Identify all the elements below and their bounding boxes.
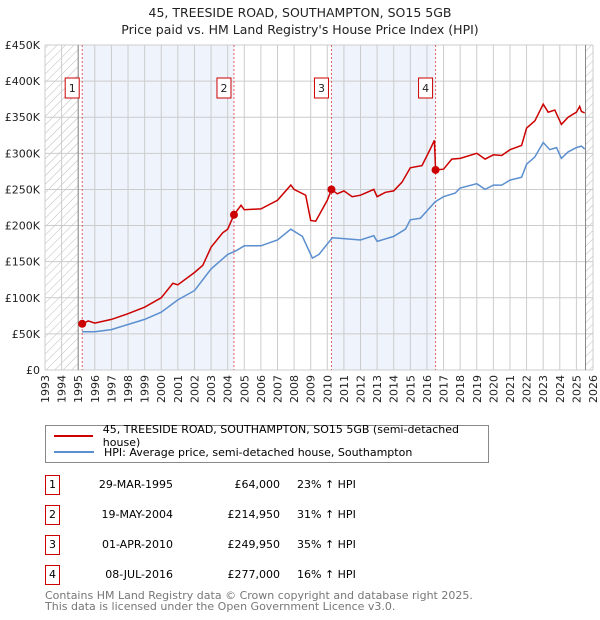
legend-item-property: 45, TREESIDE ROAD, SOUTHAMPTON, SO15 5GB… [54, 423, 488, 449]
marker-badge [216, 77, 232, 99]
x-tick-label: 2017 [438, 375, 451, 403]
x-tick-label: 2006 [255, 375, 268, 403]
x-tick-label: 2011 [338, 375, 351, 403]
sale-point [229, 210, 238, 219]
transaction-price: £277,000 [227, 568, 281, 581]
y-tick-label: £200K [5, 220, 41, 233]
legend-label: HPI: Average price, semi-detached house,… [104, 445, 413, 459]
transaction-hpi-change: 16% ↑ HPI [297, 568, 356, 581]
x-tick-label: 2025 [570, 375, 583, 403]
x-tick-label: 2010 [321, 375, 334, 403]
sale-point [431, 165, 440, 174]
transaction-hpi-change: 35% ↑ HPI [297, 538, 356, 551]
marker-label: 2 [220, 82, 227, 95]
series-line [81, 102, 586, 325]
transaction-date: 29-MAR-1995 [98, 478, 173, 491]
x-tick-label: 2002 [188, 375, 201, 403]
x-tick-label: 2004 [222, 375, 235, 403]
x-tick-label: 1995 [72, 375, 85, 403]
transaction-date: 08-JUL-2016 [105, 568, 173, 581]
transaction-row: 2 19-MAY-2004 £214,950 31% ↑ HPI [45, 505, 445, 525]
transaction-number-badge: 1 [45, 475, 60, 495]
transaction-row: 1 29-MAR-1995 £64,000 23% ↑ HPI [45, 475, 445, 495]
x-tick-label: 2008 [288, 375, 301, 403]
transaction-date: 19-MAY-2004 [101, 508, 173, 521]
shaded-period [82, 45, 234, 370]
x-tick-label: 2007 [271, 375, 284, 403]
transaction-hpi-change: 31% ↑ HPI [297, 508, 356, 521]
x-tick-label: 2000 [155, 375, 168, 403]
shaded-period [331, 45, 436, 370]
transaction-price: £214,950 [227, 508, 281, 521]
title-line: 45, TREESIDE ROAD, SOUTHAMPTON, SO15 5GB [148, 5, 452, 20]
subtitle-line: Price paid vs. HM Land Registry's House … [121, 22, 479, 37]
transaction-date: 01-APR-2010 [101, 538, 173, 551]
transaction-number-badge: 4 [45, 565, 60, 585]
transaction-number-badge: 2 [45, 505, 60, 525]
series-line [82, 141, 586, 333]
x-tick-label: 2001 [172, 375, 185, 403]
sale-point [78, 319, 87, 328]
x-tick-label: 2014 [388, 375, 401, 403]
hatched-period [585, 45, 593, 370]
x-tick-label: 2026 [587, 375, 600, 403]
x-tick-label: 2022 [521, 375, 534, 403]
legend-label: 45, TREESIDE ROAD, SOUTHAMPTON, SO15 5GB… [102, 423, 460, 449]
legend-swatch-blue [54, 451, 94, 453]
x-tick-label: 2018 [454, 375, 467, 403]
x-tick-label: 1993 [39, 375, 52, 403]
price-chart: 1993 1994 1995 1996 1997 1998 1999 2000 2001 2002… [5, 39, 600, 403]
sale-point [327, 185, 336, 194]
y-tick-label: £100K [5, 292, 41, 305]
chart-title: 45, TREESIDE ROAD, SOUTHAMPTON, SO15 5GB… [0, 4, 600, 38]
x-tick-label: 2009 [305, 375, 318, 403]
y-tick-label: £150K [5, 256, 41, 269]
transaction-hpi-change: 23% ↑ HPI [297, 478, 356, 491]
x-tick-label: 2016 [421, 375, 434, 403]
legend: 45, TREESIDE ROAD, SOUTHAMPTON, SO15 5GB… [45, 423, 489, 463]
marker-label: 4 [422, 82, 429, 95]
x-tick-label: 2005 [238, 375, 251, 403]
y-tick-label: £450K [5, 39, 41, 52]
y-tick-label: £250K [5, 183, 41, 196]
marker-badge [64, 77, 80, 99]
footer-line: Contains HM Land Registry data © Crown c… [45, 589, 473, 602]
legend-swatch-red [54, 435, 93, 437]
x-tick-label: 2015 [404, 375, 417, 403]
marker-badge [418, 77, 434, 99]
marker-badge [313, 77, 329, 99]
y-tick-label: £50K [12, 328, 41, 341]
x-tick-label: 1997 [105, 375, 118, 403]
x-tick-label: 2021 [504, 375, 517, 403]
transaction-number-badge: 3 [45, 535, 60, 555]
marker-label: 1 [69, 82, 76, 95]
footer-line: This data is licensed under the Open Gov… [45, 600, 396, 613]
marker-label: 3 [318, 82, 325, 95]
transaction-price: £64,000 [234, 478, 281, 491]
x-tick-label: 1994 [56, 375, 69, 403]
x-tick-label: 2003 [205, 375, 218, 403]
x-tick-label: 2019 [471, 375, 484, 403]
x-tick-label: 1998 [122, 375, 135, 403]
x-tick-label: 2013 [371, 375, 384, 403]
footer: Contains HM Land Registry data © Crown c… [45, 590, 473, 612]
legend-item-hpi: HPI: Average price, semi-detached house,… [54, 444, 412, 460]
x-tick-label: 2012 [355, 375, 368, 403]
x-tick-label: 2020 [487, 375, 500, 403]
y-tick-label: £0 [26, 364, 40, 377]
x-tick-label: 1996 [89, 375, 102, 403]
x-tick-label: 1999 [139, 375, 152, 403]
x-tick-label: 2024 [554, 375, 567, 403]
transaction-row: 4 08-JUL-2016 £277,000 16% ↑ HPI [45, 565, 445, 585]
x-tick-label: 2023 [537, 375, 550, 403]
transaction-row: 3 01-APR-2010 £249,950 35% ↑ HPI [45, 535, 445, 555]
y-tick-label: £300K [5, 147, 41, 160]
y-tick-label: £350K [5, 111, 41, 124]
y-tick-label: £400K [5, 75, 41, 88]
transaction-price: £249,950 [227, 538, 281, 551]
